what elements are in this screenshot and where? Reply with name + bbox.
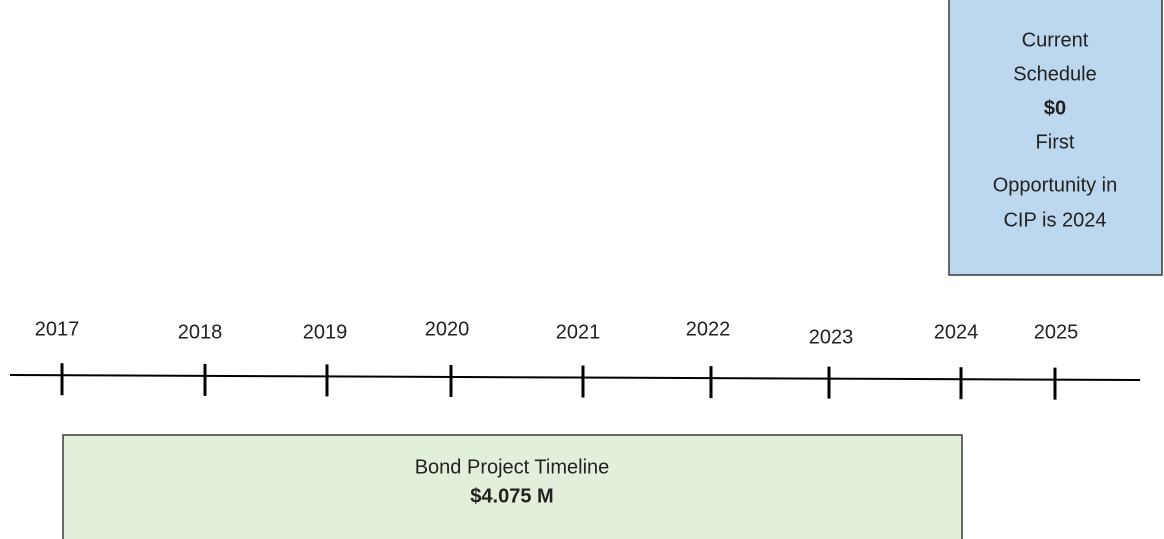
- current-schedule-box: [948, 0, 1163, 276]
- cs-line: First: [1036, 131, 1075, 153]
- year-label: 2019: [303, 321, 348, 343]
- year-label: 2025: [1034, 321, 1079, 343]
- cs-line: Schedule: [1013, 63, 1096, 85]
- cs-line: Current: [1022, 29, 1089, 51]
- year-label: 2024: [934, 321, 979, 343]
- bond-project-box: [62, 434, 963, 539]
- cs-line: CIP is 2024: [1003, 209, 1106, 231]
- years: 2017 2018 2019 2020 2021 2022 2023 2024 2025: [35, 318, 1079, 400]
- cs-amount: $0: [1044, 97, 1066, 119]
- current-schedule-text: Current Schedule $0 First Opportunity in…: [993, 29, 1118, 231]
- year-label: 2021: [556, 321, 601, 343]
- bond-amount: $4.075 M: [470, 485, 553, 507]
- year-label: 2023: [809, 326, 854, 348]
- year-label: 2020: [425, 318, 470, 340]
- year-label: 2022: [686, 318, 731, 340]
- year-label: 2018: [178, 321, 223, 343]
- cs-line: Opportunity in: [993, 174, 1118, 196]
- timeline-axis: [9, 374, 1141, 381]
- bond-title: Bond Project Timeline: [415, 456, 610, 478]
- year-label: 2017: [35, 318, 80, 340]
